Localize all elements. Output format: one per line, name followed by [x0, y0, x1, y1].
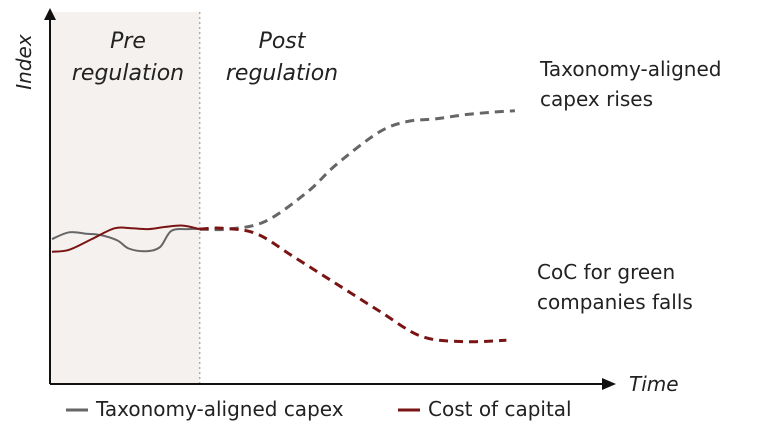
- pre-regulation-label-line2: regulation: [72, 61, 184, 86]
- coc-annotation-line1: CoC for green: [537, 260, 675, 284]
- cost-of-capital-post-line: [199, 226, 507, 344]
- x-axis-label: Time: [629, 372, 679, 396]
- y-axis-label: Index: [12, 34, 36, 90]
- y-axis-arrow: [44, 8, 56, 20]
- pre-regulation-label-line1: Pre: [110, 29, 146, 54]
- legend-label-capex: Taxonomy-aligned capex: [95, 397, 344, 421]
- capex-annotation-line1: Taxonomy-aligned: [539, 57, 721, 81]
- x-axis-arrow: [602, 378, 616, 390]
- legend: Taxonomy-aligned capex Cost of capital: [66, 397, 572, 421]
- post-regulation-label-line1: Post: [259, 29, 307, 54]
- capex-post-line: [199, 109, 515, 232]
- legend-label-cost-of-capital: Cost of capital: [428, 397, 572, 421]
- series-layer: [51, 109, 515, 344]
- coc-annotation-line2: companies falls: [537, 290, 693, 314]
- capex-pre-line: [51, 227, 200, 253]
- pre-regulation-shade: [50, 12, 200, 384]
- cost-of-capital-pre-line: [51, 224, 200, 253]
- capex-annotation-line2: capex rises: [540, 87, 653, 111]
- post-regulation-label-line2: regulation: [226, 61, 338, 86]
